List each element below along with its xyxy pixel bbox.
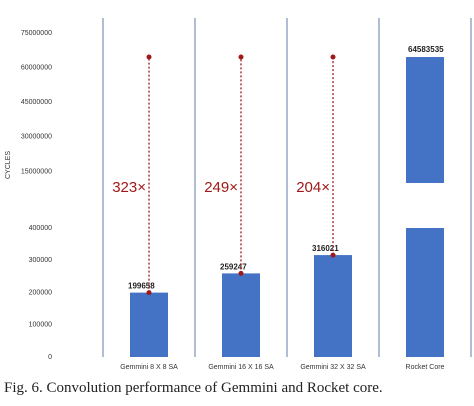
bar	[314, 255, 352, 357]
caption: Fig. 6. Convolution performance of Gemmi…	[4, 380, 383, 396]
y-tick-label: 60000000	[21, 64, 52, 71]
y-tick-label: 400000	[29, 225, 52, 232]
y-tick-label: 0	[48, 354, 52, 361]
x-tick-label: Gemmini 32 X 32 SA	[300, 364, 366, 371]
x-tick-label: Gemmini 8 X 8 SA	[120, 364, 178, 371]
x-tick-label: Gemmini 16 X 16 SA	[208, 364, 274, 371]
y-axis-label: CYCLES	[5, 151, 12, 179]
data-label: 316021	[312, 244, 339, 253]
annotation: 249×	[204, 179, 238, 196]
y-tick-label: 15000000	[21, 168, 52, 175]
ratio-dot	[146, 290, 152, 296]
y-tick-label: 30000000	[21, 134, 52, 141]
ratio-dot	[146, 54, 152, 60]
y-tick-label: 100000	[29, 322, 52, 329]
data-label: 259247	[220, 263, 247, 272]
bar	[222, 273, 260, 357]
ratio-dot	[330, 252, 336, 258]
annotation: 323×	[112, 179, 146, 196]
data-label: 199658	[128, 282, 155, 291]
bar	[130, 292, 168, 357]
x-tick-label: Rocket Core	[406, 364, 445, 371]
ratio-dot	[238, 54, 244, 60]
y-tick-label: 75000000	[21, 30, 52, 37]
annotation: 204×	[296, 179, 330, 196]
data-label: 64583535	[408, 45, 444, 54]
y-tick-label: 45000000	[21, 99, 52, 106]
bar	[406, 228, 444, 357]
bar	[406, 57, 444, 183]
chart: CYCLES 0 100000 200000 300000 400000 15000000…	[5, 18, 472, 371]
y-tick-label: 300000	[29, 257, 52, 264]
y-tick-label: 200000	[29, 289, 52, 296]
ratio-dot	[238, 270, 244, 276]
ratio-dot	[330, 54, 336, 60]
